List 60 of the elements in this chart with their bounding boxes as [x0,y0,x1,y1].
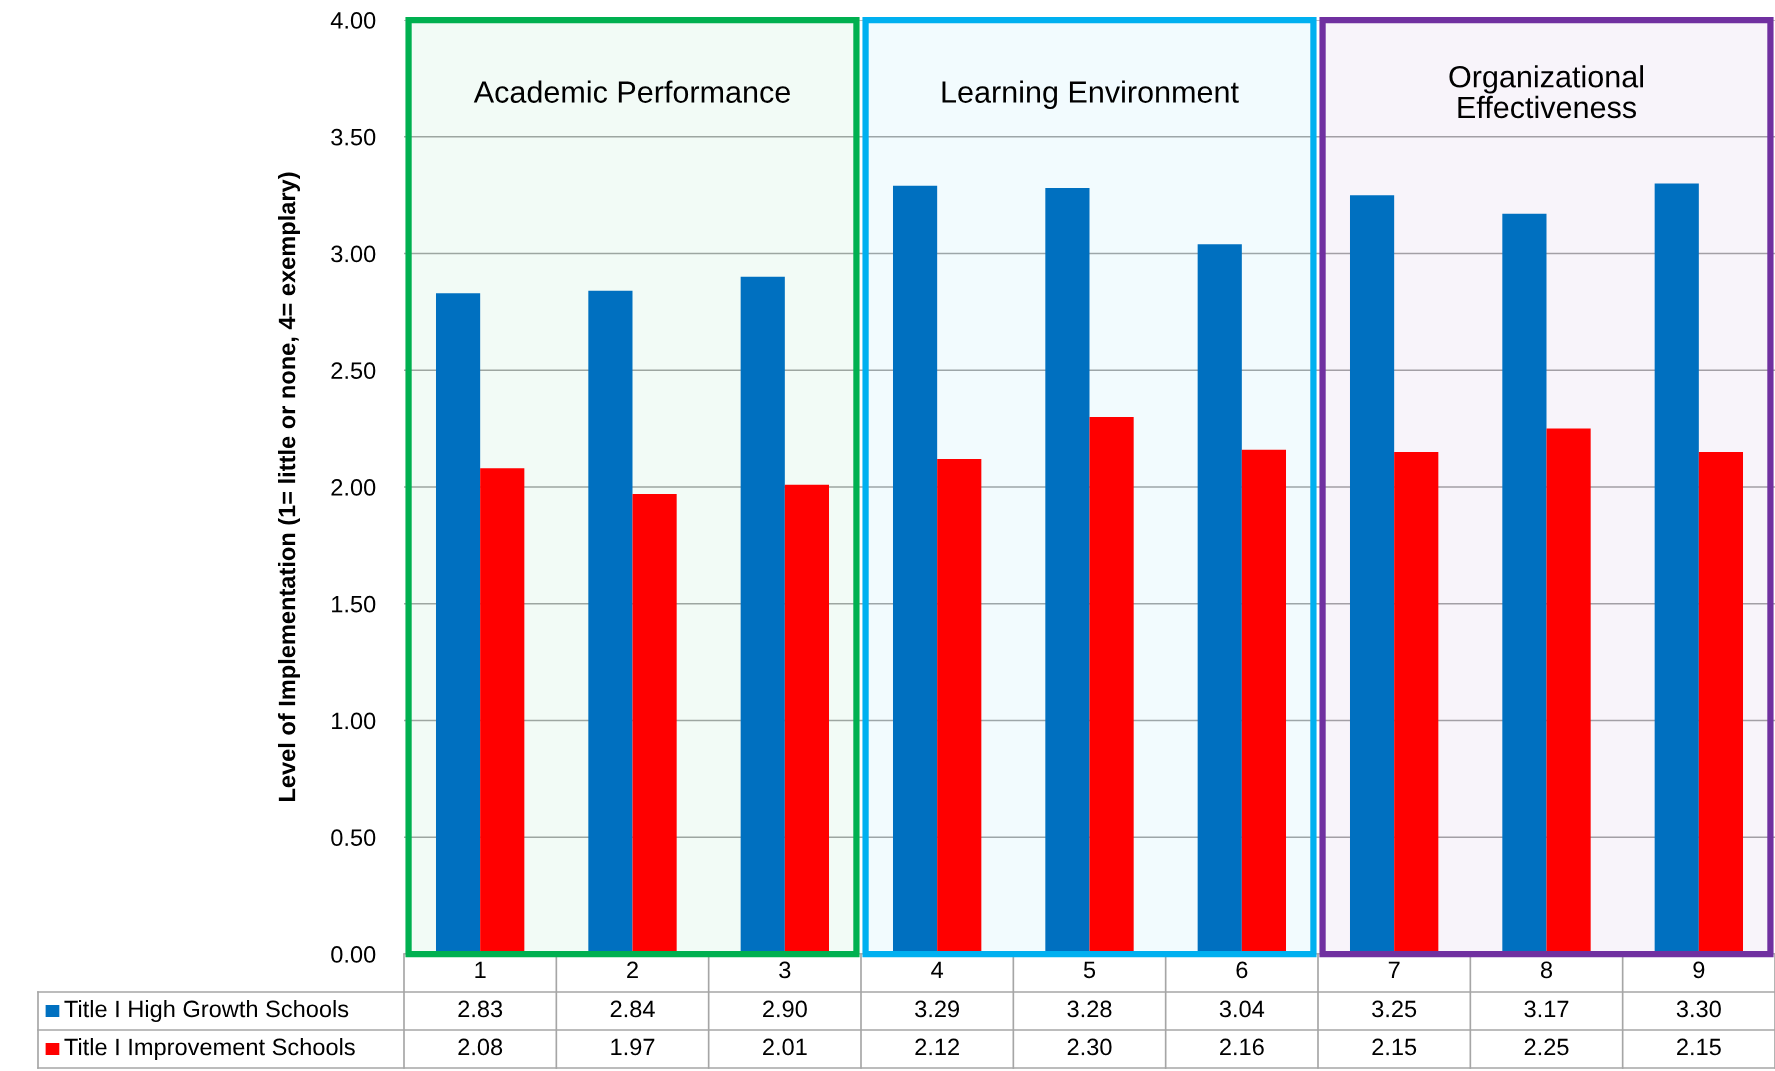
bar [784,484,830,954]
bar [1349,195,1395,954]
legend-label: Title I Improvement Schools [64,1037,355,1061]
band-label: Organizational Effectiveness [1449,65,1643,119]
data-label: 3.29 [915,1000,960,1018]
data-label: 3.25 [1372,1000,1417,1018]
bar [892,185,938,954]
y-tick-label: 2.50 [331,362,376,380]
y-tick-label: 3.00 [331,245,376,263]
x-tick-label: 4 [931,961,944,979]
data-label: 2.15 [1372,1038,1417,1056]
data-label: 1.97 [611,1038,655,1056]
data-label: 2.16 [1220,1038,1264,1056]
data-label: 2.83 [458,1000,503,1018]
bar [1089,416,1134,954]
y-axis-title: Level of Implementation (1= little or none, 4= exemplary) [277,172,300,801]
band-label: Learning Environment [942,80,1239,109]
data-label: 3.28 [1067,1000,1112,1018]
bar [1241,449,1287,954]
x-tick-label: 2 [627,961,638,979]
legend-label: Title I High Growth Schools [64,999,349,1023]
x-tick-label: 1 [475,961,486,979]
x-tick-label: 9 [1693,961,1705,979]
data-label: 3.30 [1676,1000,1721,1018]
y-tick-label: 2.00 [331,479,376,496]
data-label: 2.01 [763,1038,807,1056]
bar [1698,451,1744,954]
data-label: 2.30 [1067,1038,1112,1056]
bar [435,293,481,954]
y-tick-label: 1.50 [332,595,376,613]
data-label: 3.17 [1524,1000,1569,1018]
y-tick-label: 1.00 [332,712,376,730]
data-label: 2.08 [458,1038,503,1056]
data-label: 2.25 [1524,1038,1569,1056]
band-label: Academic Performance [473,80,790,103]
x-tick-label: 6 [1236,961,1248,979]
bar [1546,428,1591,954]
y-tick-label: 4.00 [330,12,376,29]
data-label: 2.84 [610,1000,655,1018]
y-tick-label: 0.50 [331,829,376,847]
data-label: 2.90 [763,1000,807,1018]
bar [1045,188,1090,954]
bar [740,276,785,954]
bar [480,468,525,954]
bar [1394,451,1439,954]
y-tick-label: 0.00 [331,946,376,963]
x-tick-label: 8 [1540,961,1553,979]
bar [1654,183,1699,954]
y-tick-label: 3.50 [331,128,376,146]
x-tick-label: 7 [1388,961,1400,979]
bar [588,290,633,954]
data-label: 3.04 [1219,1000,1265,1018]
x-tick-label: 3 [779,961,791,979]
bar [1502,213,1547,954]
x-tick-label: 5 [1083,961,1096,979]
data-label: 2.12 [915,1038,959,1056]
data-label: 2.15 [1677,1038,1721,1056]
bar [937,458,982,954]
bar [1197,244,1242,954]
bar [632,494,677,954]
